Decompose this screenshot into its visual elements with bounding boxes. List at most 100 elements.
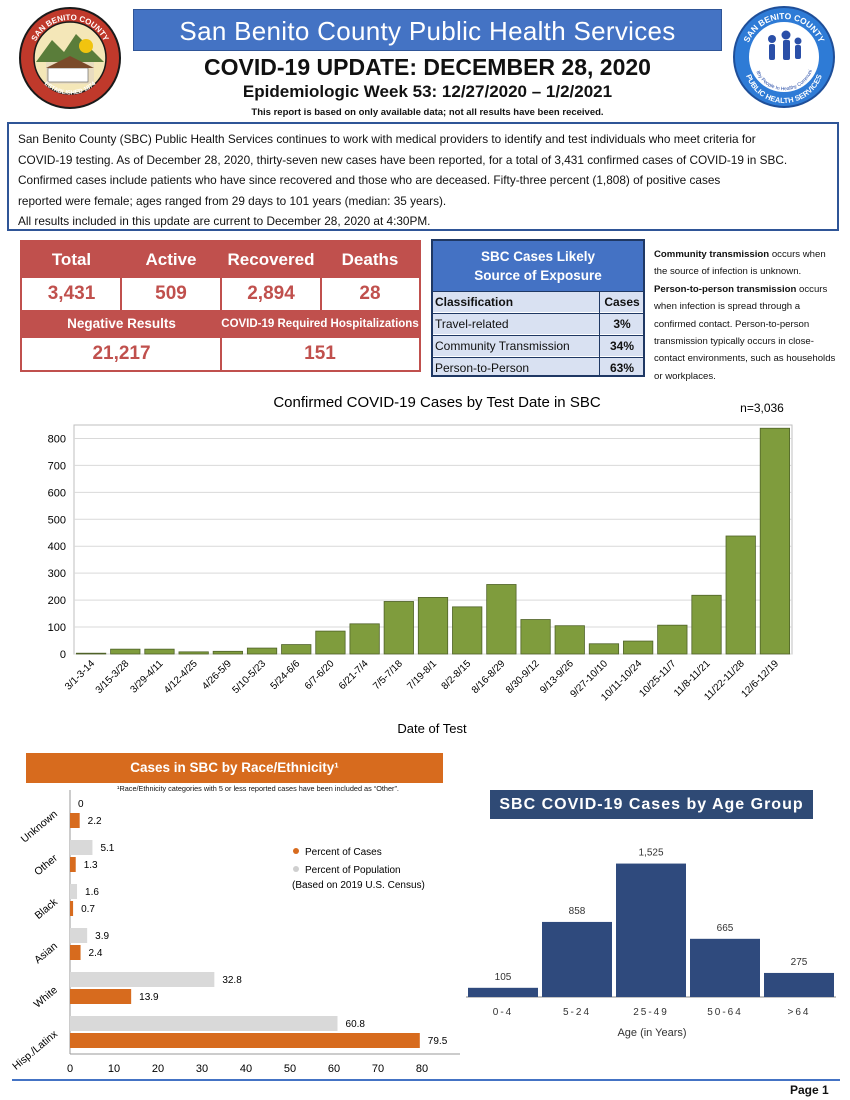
x-tick-label: 8/30-9/12 [504,658,542,696]
divider [220,278,222,310]
total-value: 3,431 [47,283,96,304]
divider [220,338,222,370]
category-label: Unknown [19,808,60,845]
bar [452,606,483,655]
column-divider [599,314,600,335]
x-tick-label: 60 [328,1063,340,1075]
y-tick-label: 100 [48,622,66,634]
x-tick-label: 10 [108,1063,120,1075]
case-stats-table: Total Active Recovered Deaths 3,431 509 … [20,240,421,372]
summary-line: Confirmed cases include patients who hav… [18,173,721,187]
legend: Percent of Cases Percent of Population (… [292,847,425,891]
x-tick-label: 6/7-6/20 [303,658,337,692]
bar [212,650,243,655]
y-tick-label: 200 [48,595,66,607]
bar-cases [70,989,132,1004]
exposure-label: Person-to-Person [435,361,530,375]
update-title: COVID-19 UPDATE: DECEMBER 28, 2020 [204,54,651,80]
deaths-label: Deaths [321,242,419,278]
y-tick-label: 300 [48,568,66,580]
divider [320,278,322,310]
footer-rule [12,1079,840,1081]
person-transmission-term: Person-to-person transmission [654,283,797,295]
bars [75,427,791,655]
divider [120,278,122,310]
race-ethnicity-chart: 0 2.2 5.11.3 1.6 0.7 3.9 2.4 32.8 13.9 60.8 79.5 U… [10,790,460,1075]
chart-sample-size: n=3,036 [740,401,784,415]
y-tick-label: 600 [48,487,66,499]
x-axis: 3/1-3-143/15-3/283/29-4/114/12-4/25 4/26-… [63,658,781,703]
x-tick-label: 10/25-11/7 [637,658,678,699]
bar [349,623,380,655]
legend-marker-cases [293,848,299,854]
active-value: 509 [155,283,187,304]
x-tick-label: 50 [284,1063,296,1075]
bar [759,427,791,655]
y-tick-label: 800 [48,433,66,445]
x-axis-label: Age (in Years) [617,1027,686,1039]
x-tick-label: 3/29-4/11 [128,658,165,695]
x-tick-label: 7/19-8/1 [405,658,439,692]
column-divider [599,336,600,357]
y-tick-label: 0 [60,649,66,661]
column-divider [599,292,600,313]
legend-marker-population [293,866,299,872]
negative-value: 21,217 [92,343,151,364]
data-label: 105 [495,972,512,983]
x-tick-label: 6/21-7/4 [337,658,371,692]
bar-population [70,928,88,943]
negative-label: Negative Results [22,310,221,338]
exposure-value: 34% [609,339,635,353]
data-label-cases: 13.9 [139,992,159,1003]
bar [315,630,346,655]
person-transmission-desc: occurs when infection is spread through … [654,283,836,382]
data-label-population: 60.8 [346,1019,366,1030]
x-axis: 0-4 5-24 25-49 50-64 >64 [493,1007,811,1018]
classification-header: Classification [435,295,514,309]
bar [623,640,654,655]
report-note: This report is based on only available d… [251,107,604,118]
data-label: 275 [791,957,808,968]
bar [178,651,209,655]
x-tick-label: 25-49 [633,1007,669,1018]
x-tick-label: 80 [416,1063,428,1075]
bar-cases [70,1033,420,1048]
x-tick-label: 7/5-7/18 [371,658,405,692]
bar [588,643,620,655]
x-tick-label: >64 [788,1007,811,1018]
race-chart-title: Cases in SBC by Race/Ethnicity¹ [26,753,443,783]
exposure-source-table: SBC Cases Likely Source of Exposure Clas… [431,239,645,377]
data-label-population: 5.1 [100,843,114,854]
data-label-cases: 2.4 [89,948,103,959]
data-label-cases: 79.5 [428,1036,448,1047]
exposure-title: SBC Cases Likely Source of Exposure [433,241,643,291]
x-tick-label: 5/24-6/6 [269,658,303,692]
data-label-cases: 0.7 [81,904,95,915]
bar [657,624,688,655]
hospitalizations-value: 151 [304,343,336,364]
x-tick-label: 30 [196,1063,208,1075]
summary-box: San Benito County (SBC) Public Health Se… [7,122,839,231]
bar [486,584,517,655]
exposure-row: Person-to-Person 63% [433,357,643,376]
x-tick-label: 50-64 [707,1007,743,1018]
data-label: 1,525 [638,848,663,859]
active-label: Active [121,242,221,278]
bar [383,601,414,655]
hospitalizations-label: COVID-19 Required Hospitalizations [221,310,419,338]
exposure-row: Community Transmission 34% [433,335,643,357]
transmission-definitions: Community transmission occurs when the s… [654,246,840,385]
x-tick-label: 5/10-5/23 [231,658,269,696]
data-label: 665 [717,923,734,934]
page-number: Page 1 [790,1083,829,1097]
summary-line: All results included in this update are … [18,214,431,228]
data-label-cases: 1.3 [84,860,98,871]
chart-title: Confirmed COVID-19 Cases by Test Date in… [273,394,601,411]
bar [468,987,538,997]
age-group-chart: 105 858 1,525 665 275 0-4 5-24 25-49 50-64 >64 A… [466,848,836,1039]
x-tick-label: 8/16-8/29 [470,658,508,696]
exposure-value: 63% [609,361,635,375]
bar-population [70,884,78,899]
cases-by-test-date-chart: Confirmed COVID-19 Cases by Test Date in… [48,394,793,736]
age-chart-title: SBC COVID-19 Cases by Age Group [490,790,813,819]
